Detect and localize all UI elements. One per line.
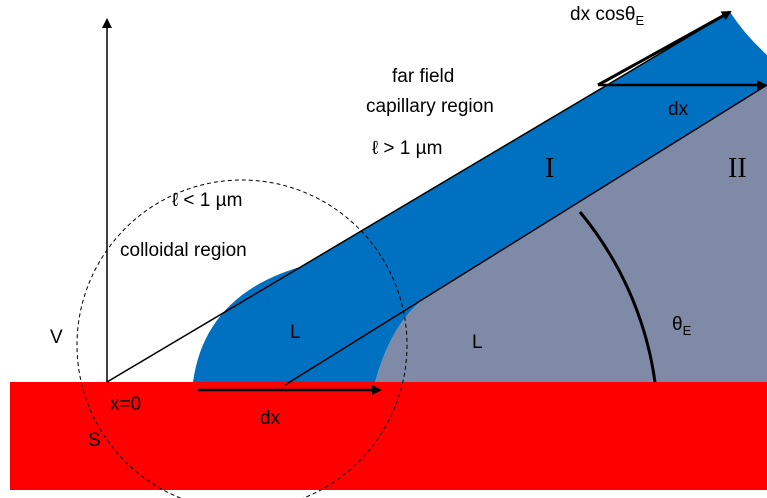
label-subscript: E: [683, 323, 692, 338]
label: I: [545, 153, 554, 184]
label: ℓ > 1 µm: [372, 138, 442, 159]
label-text: dx cosθ: [570, 4, 635, 25]
diagram: dx cosθE far field capillary region ℓ > …: [0, 0, 767, 498]
label: dx: [260, 408, 281, 429]
label: capillary region: [366, 96, 494, 117]
label: dx: [668, 99, 689, 120]
label: L: [290, 322, 301, 343]
label: S: [88, 430, 101, 451]
label: far field: [392, 66, 454, 87]
label: ℓ < 1 µm: [172, 190, 242, 211]
label: x=0: [110, 394, 141, 415]
label-text: θ: [672, 314, 683, 335]
label-subscript: E: [635, 13, 644, 28]
label: V: [50, 327, 63, 348]
label: dx cosθE: [570, 4, 644, 28]
label: L: [472, 332, 483, 353]
label: colloidal region: [120, 240, 247, 261]
label: II: [728, 153, 747, 184]
